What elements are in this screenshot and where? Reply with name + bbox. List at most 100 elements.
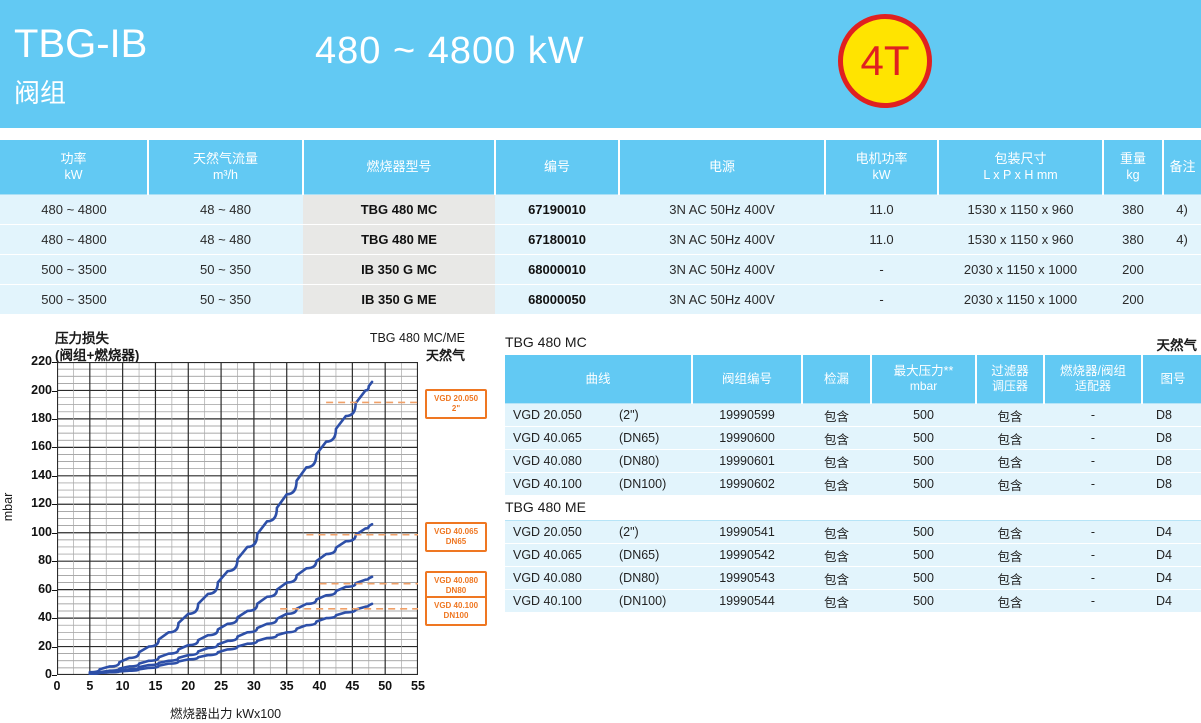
chart-x-tick: 45 [345,679,360,693]
valve-filter-cell: 包含 [976,472,1045,496]
valve-figure-cell: D8 [1142,403,1201,427]
code-cell: 68000050 [495,284,619,315]
valve-code-cell: 19990543 [692,566,802,590]
valve-table-row: VGD 20.050 (2") 19990599 包含 500 包含 - D8 [505,403,1201,427]
valve-table-row: VGD 40.080 (DN80) 19990543 包含 500 包含 - D4 [505,566,1201,590]
valve-pmax-cell: 500 [871,403,977,427]
chart-x-tick: 25 [214,679,229,693]
valve-leak-cell: 包含 [802,566,871,590]
chart-y-tick: 140 [31,467,52,482]
vcol-header-leak-test: 检漏 [802,355,873,404]
page-header-banner: TBG-IB 阀组 480 ~ 4800 kW 4T [0,0,1201,128]
col-header-weight: 重量 kg [1103,140,1164,195]
valve-dn-cell: (DN65) [617,543,692,567]
chart-curve-label-size: 2" [451,404,461,414]
col-header-power-supply: 电源 [619,140,826,195]
valve-table-header-row: 曲线 阀组编号 检漏 最大压力** mbar 过滤器 调压器 燃烧器/阀组 适配… [505,355,1201,404]
vcol-header-figure: 图号 [1142,355,1201,404]
chart-curve-label-1: VGD 20.050 2" [425,389,487,420]
motor-power-cell: 11.0 [825,224,938,255]
chart-x-tick: 35 [279,679,294,693]
power-range-title: 480 ~ 4800 kW [315,30,585,72]
valve-figure-cell: D4 [1142,520,1201,544]
power-cell: 480 ~ 4800 [0,224,148,255]
valve-table-body-me: VGD 20.050 (2") 19990541 包含 500 包含 - D4 VGD 40.0… [505,520,1201,613]
power-supply-cell: 3N AC 50Hz 400V [619,224,825,255]
valve-section-caption-2: TBG 480 ME [505,499,1197,516]
power-supply-cell: 3N AC 50Hz 400V [619,284,825,315]
valve-adapter-cell: - [1044,543,1142,567]
vcol-unit-max-pressure: mbar [909,379,938,393]
valve-leak-cell: 包含 [802,589,871,613]
valve-curve-cell: VGD 40.065 [505,543,617,567]
product-subtitle: 阀组 [14,78,67,108]
remark-cell: 4) [1163,194,1201,225]
vcol-header-valve-code: 阀组编号 [692,355,804,404]
chart-y-tick-mark [52,618,57,620]
chart-corner-title: TBG 480 MC/ME [369,331,465,345]
remark-cell [1163,254,1201,285]
valve-curve-cell: VGD 40.080 [505,449,617,473]
valve-filter-cell: 包含 [976,589,1044,613]
valve-table-row: VGD 40.080 (DN80) 19990601 包含 500 包含 - D8 [505,449,1201,473]
valve-curve-cell: VGD 20.050 [505,403,617,427]
valve-leak-cell: 包含 [802,403,872,427]
valve-pmax-cell: 500 [871,449,977,473]
valve-adapter-cell: - [1044,520,1142,544]
valve-section-title-1: TBG 480 MC [505,334,587,350]
valve-table-row: VGD 40.100 (DN100) 19990544 包含 500 包含 - D4 [505,589,1201,613]
chart-corner-subtitle: 天然气 [425,348,465,363]
col-header-burner-model: 燃烧器型号 [303,140,496,195]
valve-adapter-cell: - [1044,589,1142,613]
valve-table-row: VGD 40.065 (DN65) 19990542 包含 500 包含 - D4 [505,543,1201,567]
burner-model-cell: IB 350 G MC [303,254,495,285]
table-row: 500 ~ 3500 50 ~ 350 IB 350 G MC 68000010 3N … [0,254,1201,285]
col-unit-weight: kg [1126,168,1140,182]
chart-y-tick-mark [52,447,57,449]
valve-code-cell: 19990544 [692,589,802,613]
chart-y-tick-mark [52,589,57,591]
package-size-cell: 2030 x 1150 x 1000 [938,254,1103,285]
valve-section-title-2: TBG 480 ME [505,499,586,515]
table-row: 500 ~ 3500 50 ~ 350 IB 350 G ME 68000050 3N … [0,284,1201,315]
chart-svg [57,362,418,675]
col-header-gas-flow: 天然气流量 m³/h [148,140,304,195]
valve-figure-cell: D4 [1142,543,1201,567]
package-size-cell: 2030 x 1150 x 1000 [938,284,1103,315]
col-header-remark: 备注 [1163,140,1201,195]
specification-table-body: 480 ~ 4800 48 ~ 480 TBG 480 MC 67190010 3N A… [0,194,1201,315]
valve-adapter-cell: - [1044,426,1143,450]
chart-x-tick: 40 [312,679,327,693]
remark-cell: 4) [1163,224,1201,255]
gas-flow-cell: 48 ~ 480 [148,224,303,255]
chart-y-tick-mark [52,390,57,392]
chart-x-axis-label: 燃烧器出力 kWx100 [170,707,282,721]
valve-table-row: VGD 40.065 (DN65) 19990600 包含 500 包含 - D8 [505,426,1201,450]
vcol-unit-filter-regulator: 调压器 [992,379,1029,393]
valve-filter-cell: 包含 [976,449,1045,473]
chart-x-tick: 30 [246,679,261,693]
product-model-title: TBG-IB [14,22,148,66]
chart-y-tick-mark [52,561,57,563]
chart-title-line2: (阀组+燃烧器) [55,348,140,363]
valve-pmax-cell: 500 [871,543,976,567]
valve-tables-panel: TBG 480 MC 天然气 曲线 阀组编号 检漏 最大压力** mbar 过滤… [505,334,1201,613]
chart-title-line1: 压力损失 [55,331,109,346]
code-cell: 68000010 [495,254,619,285]
valve-filter-cell: 包含 [976,543,1044,567]
valve-pmax-cell: 500 [871,472,977,496]
chart-y-tick: 200 [31,382,52,397]
valve-pmax-cell: 500 [871,426,977,450]
vcol-header-adapter: 燃烧器/阀组 适配器 [1044,355,1144,404]
power-cell: 500 ~ 3500 [0,284,148,315]
chart-x-tick: 50 [378,679,393,693]
chart-plot-area: 0 20 40 60 80 100 120 140 160 180 200 220 0 5 10 15 20 25… [31,354,487,693]
valve-dn-cell: (DN100) [617,589,692,613]
valve-curve-cell: VGD 40.100 [505,472,617,496]
gas-flow-cell: 48 ~ 480 [148,194,303,225]
pressure-loss-chart: 压力损失 (阀组+燃烧器) TBG 480 MC/ME 天然气 mbar 燃烧器… [0,320,500,723]
chart-curve-label-size: DN100 [443,610,469,620]
weight-cell: 380 [1103,194,1163,225]
chart-curve-label-3: VGD 40.080 DN80 [425,570,487,601]
valve-dn-cell: (DN100) [617,472,693,496]
